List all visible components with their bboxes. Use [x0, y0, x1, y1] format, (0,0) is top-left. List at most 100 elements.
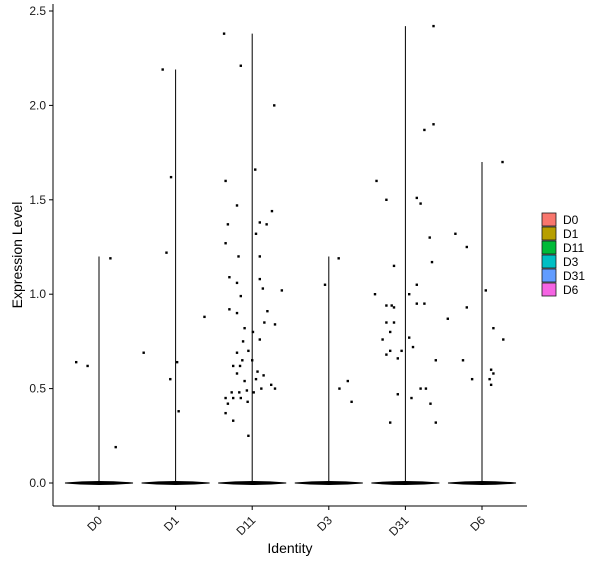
data-point — [410, 396, 413, 400]
data-point — [226, 402, 230, 405]
data-point — [251, 330, 255, 334]
y-tick-label: 2.0 — [29, 98, 46, 112]
data-point — [392, 264, 396, 268]
y-tick-label: 0.0 — [29, 476, 46, 490]
x-tick-label: D11 — [233, 513, 258, 538]
legend-label: D31 — [563, 269, 585, 283]
data-point — [169, 175, 173, 179]
data-point — [226, 223, 230, 226]
data-point — [142, 351, 145, 354]
data-point — [411, 345, 415, 349]
data-point — [502, 338, 505, 341]
data-point — [258, 338, 261, 341]
data-point — [169, 377, 172, 381]
legend-label: D11 — [563, 241, 584, 255]
data-point — [488, 377, 491, 381]
data-point — [254, 232, 258, 235]
data-point — [241, 340, 245, 343]
data-point — [270, 383, 273, 387]
data-point — [273, 323, 277, 326]
data-point — [434, 421, 437, 424]
data-point — [232, 419, 235, 422]
data-point — [408, 336, 411, 339]
data-point — [238, 391, 241, 394]
data-point — [262, 374, 265, 377]
data-point — [252, 391, 255, 394]
legend-swatch — [541, 240, 557, 255]
data-point — [237, 255, 240, 258]
data-point — [385, 353, 388, 356]
data-point — [389, 330, 392, 334]
data-point — [385, 198, 388, 201]
data-point — [454, 232, 457, 235]
data-point — [385, 321, 388, 324]
data-point — [415, 196, 418, 200]
data-point — [273, 387, 277, 390]
x-tick-label: D1 — [161, 513, 182, 534]
data-point — [224, 396, 227, 400]
data-point — [350, 400, 353, 404]
data-point — [424, 387, 428, 390]
data-point — [415, 283, 418, 286]
data-point — [238, 364, 242, 368]
data-point — [254, 168, 257, 171]
x-tick-label: D6 — [467, 513, 488, 534]
data-point — [273, 104, 276, 107]
data-point — [423, 128, 426, 132]
data-point — [232, 396, 235, 400]
data-point — [109, 257, 112, 260]
x-tick-label: D31 — [386, 513, 412, 539]
data-point — [385, 304, 388, 307]
data-point — [489, 383, 493, 387]
data-point — [86, 364, 89, 368]
legend-label: D6 — [563, 283, 579, 297]
legend-label: D1 — [563, 227, 579, 241]
y-axis: 0.0 0.5 1.0 1.5 2.0 2.5 — [29, 4, 54, 506]
data-point — [235, 311, 239, 315]
data-point — [465, 245, 468, 249]
data-point — [434, 359, 437, 362]
data-point — [265, 223, 268, 226]
data-point — [270, 209, 274, 213]
data-point — [428, 236, 431, 239]
data-point — [247, 434, 250, 437]
data-point — [258, 255, 261, 258]
data-point — [392, 306, 396, 309]
data-point — [489, 368, 493, 371]
data-point — [224, 179, 227, 183]
data-point — [251, 359, 254, 362]
data-point — [228, 276, 231, 279]
data-point — [243, 379, 246, 383]
data-point — [373, 293, 377, 296]
legend-swatch — [541, 212, 557, 227]
y-tick-label: 2.5 — [29, 4, 46, 18]
data-point — [247, 349, 250, 353]
data-point — [429, 402, 432, 405]
data-point — [228, 308, 231, 311]
data-point — [501, 160, 504, 164]
data-point — [390, 304, 393, 307]
x-axis: D0 D1 D11 D3 D31 D6 — [53, 505, 527, 539]
data-point — [224, 411, 227, 415]
data-point — [232, 364, 235, 368]
data-point — [432, 24, 435, 28]
data-point — [245, 389, 249, 392]
data-point — [392, 321, 396, 324]
y-tick-label: 0.5 — [29, 382, 46, 396]
data-point — [492, 326, 495, 330]
legend-swatch — [541, 254, 557, 269]
violin-group — [64, 26, 517, 485]
data-point — [75, 360, 78, 364]
data-point — [254, 377, 258, 381]
data-point — [389, 421, 392, 424]
data-point — [280, 289, 284, 292]
data-point — [446, 317, 449, 320]
data-point — [432, 123, 435, 126]
data-point — [243, 326, 246, 330]
data-point — [161, 68, 164, 71]
data-point — [470, 377, 474, 381]
data-point — [338, 387, 341, 390]
y-tick-label: 1.0 — [29, 287, 46, 301]
data-point — [266, 309, 269, 313]
